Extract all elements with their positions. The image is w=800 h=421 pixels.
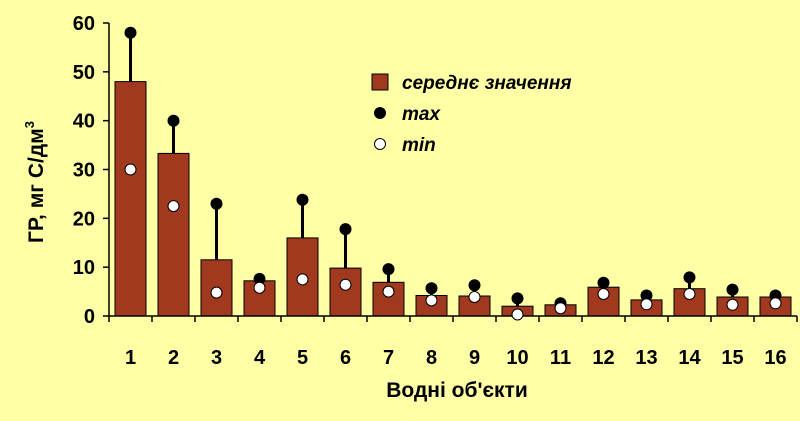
min-point bbox=[425, 294, 438, 307]
bar bbox=[157, 152, 190, 317]
x-tick-label: 8 bbox=[426, 347, 437, 369]
min-point bbox=[253, 281, 266, 294]
min-point bbox=[382, 285, 395, 298]
min-point bbox=[554, 302, 567, 315]
x-tick-label: 15 bbox=[721, 347, 743, 369]
x-tick-label: 4 bbox=[254, 347, 266, 369]
legend-swatch-min bbox=[374, 138, 386, 150]
y-tick-label: 20 bbox=[73, 208, 95, 230]
y-tick-label: 10 bbox=[73, 257, 95, 279]
x-tick-label: 1 bbox=[125, 347, 136, 369]
x-tick-label: 9 bbox=[469, 347, 480, 369]
x-tick-label: 14 bbox=[678, 347, 701, 369]
x-tick-label: 2 bbox=[168, 347, 179, 369]
x-tick-label: 11 bbox=[550, 347, 571, 369]
min-point bbox=[769, 297, 782, 310]
bar bbox=[329, 267, 362, 317]
y-tick-label: 40 bbox=[73, 111, 95, 133]
min-point bbox=[597, 288, 610, 300]
min-point bbox=[511, 308, 524, 321]
legend-swatch-max bbox=[374, 107, 386, 119]
y-tick-label: 60 bbox=[73, 13, 95, 35]
min-point bbox=[683, 288, 696, 300]
min-point bbox=[296, 273, 309, 286]
x-tick-label: 6 bbox=[340, 347, 351, 369]
max-point bbox=[597, 276, 610, 289]
x-tick-label: 16 bbox=[764, 347, 786, 369]
legend: середнє значення max min bbox=[371, 73, 572, 156]
bar bbox=[372, 281, 405, 317]
max-point bbox=[726, 283, 739, 296]
y-tick-label: 50 bbox=[73, 62, 95, 84]
x-tick-label: 3 bbox=[211, 347, 222, 369]
max-point bbox=[382, 263, 395, 276]
x-axis-title: Водні об'єкти bbox=[386, 379, 528, 402]
max-point bbox=[124, 26, 137, 39]
x-tick-label: 13 bbox=[635, 347, 657, 369]
legend-label: max bbox=[402, 104, 441, 125]
max-point bbox=[296, 193, 309, 206]
max-point bbox=[167, 114, 180, 127]
legend-swatch-bar bbox=[371, 73, 389, 91]
legend-label: середнє значення bbox=[402, 73, 572, 94]
max-point bbox=[339, 223, 352, 236]
min-point bbox=[124, 163, 137, 176]
min-point bbox=[339, 278, 352, 291]
x-tick-label: 12 bbox=[592, 347, 614, 369]
y-axis-title: ГР, мг С/дм3 bbox=[22, 121, 48, 243]
min-point bbox=[167, 200, 180, 213]
y-tick-label: 0 bbox=[84, 306, 95, 328]
legend-label: min bbox=[402, 135, 436, 156]
max-point bbox=[425, 282, 438, 295]
min-point bbox=[210, 286, 223, 299]
x-tick-label: 5 bbox=[297, 347, 308, 369]
x-tick-label: 7 bbox=[383, 347, 394, 369]
max-point bbox=[468, 279, 481, 292]
min-point bbox=[468, 291, 481, 303]
min-point bbox=[726, 298, 739, 311]
min-point bbox=[640, 298, 653, 311]
max-point bbox=[511, 292, 524, 305]
max-point bbox=[210, 197, 223, 210]
y-tick-label: 30 bbox=[73, 160, 95, 182]
max-point bbox=[683, 271, 696, 284]
x-tick-label: 10 bbox=[506, 347, 528, 369]
bar bbox=[114, 81, 147, 317]
